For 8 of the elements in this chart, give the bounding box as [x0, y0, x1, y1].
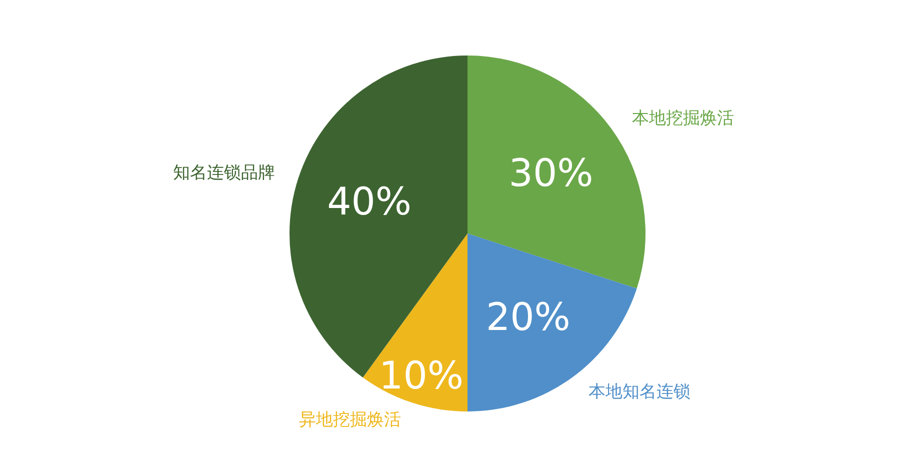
slice-label: 本地知名连锁 [588, 382, 691, 402]
data-label: 30% [508, 150, 594, 195]
slice-label: 知名连锁品牌 [173, 162, 276, 183]
data-label: 40% [327, 180, 412, 224]
data-label: 20% [486, 295, 570, 340]
slice-label: 本地挖掘焕活 [632, 108, 734, 128]
data-label: 10% [379, 354, 464, 398]
slice-label: 异地挖掘焕活 [298, 410, 401, 430]
